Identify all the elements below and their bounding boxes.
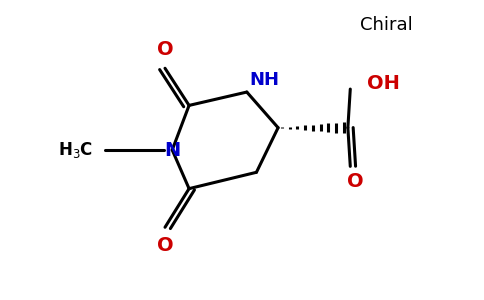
Text: Chiral: Chiral	[360, 16, 413, 34]
Text: O: O	[347, 172, 363, 191]
Text: NH: NH	[249, 71, 279, 89]
Text: OH: OH	[367, 74, 400, 93]
Text: N: N	[164, 140, 181, 160]
Text: O: O	[157, 40, 173, 59]
Text: O: O	[157, 236, 173, 255]
Text: H$_3$C: H$_3$C	[58, 140, 93, 160]
